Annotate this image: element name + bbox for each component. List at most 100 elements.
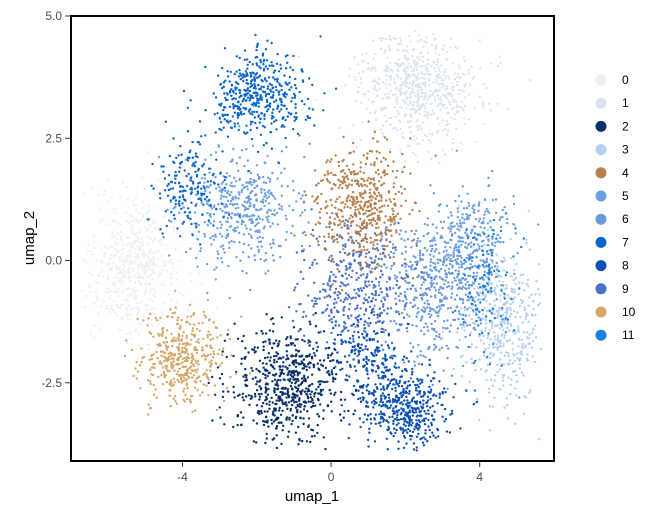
point-cluster-5 [270,191,273,194]
point-cluster-9 [351,269,354,272]
point-cluster-5 [254,230,257,233]
point-cluster-0 [115,314,119,317]
point-cluster-0 [137,232,141,235]
point-cluster-8 [400,384,404,388]
point-cluster-5 [229,184,232,187]
point-cluster-1 [400,77,403,80]
point-cluster-7 [293,115,296,119]
point-cluster-1 [415,137,419,140]
point-cluster-5 [473,225,477,228]
point-cluster-5 [307,221,310,224]
point-cluster-7 [177,154,180,157]
point-cluster-1 [415,68,419,72]
point-cluster-7 [263,114,266,118]
point-cluster-8 [393,417,397,421]
point-cluster-6 [460,200,463,203]
point-cluster-8 [367,445,370,448]
point-cluster-5 [238,125,241,128]
point-cluster-0 [133,251,136,254]
point-cluster-8 [432,377,435,380]
point-cluster-7 [235,55,238,58]
point-cluster-1 [384,74,388,77]
point-cluster-8 [424,412,428,415]
point-cluster-7 [246,67,249,70]
point-cluster-0 [155,346,158,349]
point-cluster-8 [416,393,419,396]
point-cluster-5 [514,232,517,235]
point-cluster-8 [381,374,385,378]
point-cluster-8 [343,410,346,413]
point-cluster-5 [249,192,252,195]
point-cluster-6 [479,322,482,325]
point-cluster-5 [263,259,266,263]
point-cluster-8 [424,438,427,441]
point-cluster-8 [403,368,407,371]
point-cluster-5 [469,232,473,235]
point-cluster-7 [222,108,225,112]
point-cluster-0 [158,270,161,274]
point-cluster-5 [258,235,262,239]
point-cluster-7 [259,94,262,97]
point-cluster-1 [406,73,410,76]
point-cluster-6 [446,327,449,330]
point-cluster-5 [478,247,481,250]
point-cluster-7 [292,128,295,131]
point-cluster-8 [435,394,438,397]
point-cluster-7 [254,91,257,94]
point-cluster-9 [365,265,368,268]
point-cluster-7 [276,80,279,83]
point-cluster-11 [479,301,482,304]
point-cluster-8 [432,394,435,397]
point-cluster-3 [493,304,496,307]
point-cluster-8 [372,330,376,333]
point-cluster-5 [466,192,469,195]
point-cluster-1 [380,109,383,112]
point-cluster-0 [121,268,124,271]
point-cluster-8 [416,423,419,427]
point-cluster-2 [290,343,293,346]
point-cluster-1 [417,34,421,37]
point-cluster-5 [269,209,273,212]
point-cluster-9 [303,258,306,262]
point-cluster-1 [412,101,416,104]
point-cluster-0 [129,279,133,283]
point-cluster-1 [389,74,393,78]
point-cluster-7 [277,70,281,73]
point-cluster-11 [473,278,477,282]
point-cluster-0 [106,287,109,291]
point-cluster-8 [353,349,356,352]
point-cluster-5 [204,189,207,192]
point-cluster-1 [455,106,459,109]
point-cluster-3 [530,346,534,349]
point-cluster-7 [204,109,207,112]
point-cluster-6 [475,256,478,259]
point-cluster-5 [482,265,486,269]
point-cluster-8 [397,422,400,425]
point-cluster-5 [482,217,485,220]
point-cluster-5 [479,259,482,262]
point-cluster-0 [140,266,143,270]
point-cluster-5 [458,219,461,222]
point-cluster-3 [456,331,459,334]
point-cluster-2 [282,372,285,375]
point-cluster-2 [242,399,245,402]
point-cluster-7 [284,95,287,99]
point-cluster-0 [126,316,129,319]
point-cluster-3 [536,304,540,307]
point-cluster-5 [267,269,270,272]
point-cluster-6 [454,258,457,262]
point-cluster-7 [216,112,219,115]
point-cluster-5 [442,220,446,223]
point-cluster-0 [107,200,110,203]
point-cluster-7 [194,170,197,173]
point-cluster-0 [198,272,201,275]
point-cluster-3 [518,359,521,362]
point-cluster-7 [222,114,225,118]
point-cluster-1 [382,106,385,110]
point-cluster-8 [418,392,421,395]
point-cluster-5 [230,240,233,243]
point-cluster-3 [521,346,524,349]
point-cluster-0 [153,271,156,275]
point-cluster-7 [164,210,167,213]
point-cluster-0 [216,306,219,310]
